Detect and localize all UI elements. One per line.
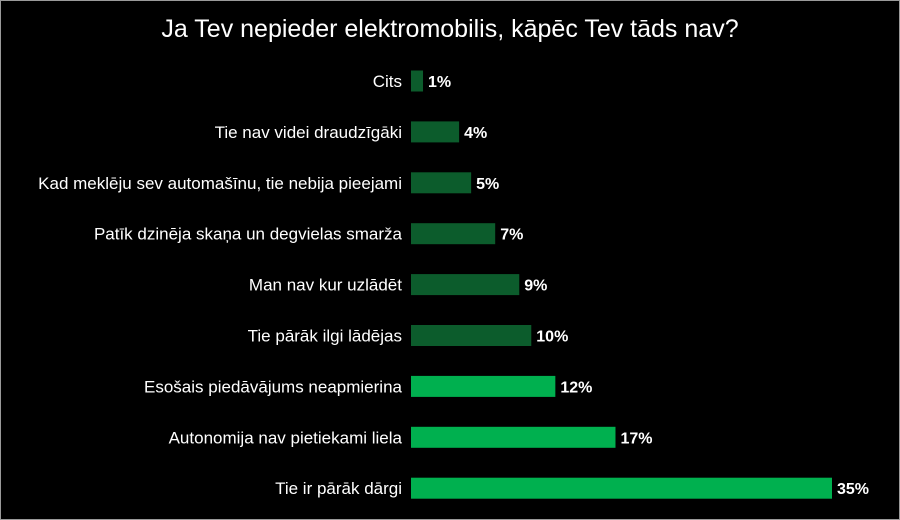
value-label: 5% bbox=[476, 176, 499, 193]
bar bbox=[411, 274, 520, 296]
value-label: 10% bbox=[536, 329, 568, 346]
value-label: 12% bbox=[560, 379, 592, 396]
chart-title: Ja Tev nepieder elektromobilis, kāpēc Te… bbox=[161, 15, 739, 43]
bar bbox=[411, 375, 556, 397]
category-label: Tie nav videi draudzīgāki bbox=[215, 123, 402, 142]
value-label: 9% bbox=[524, 278, 547, 295]
category-label: Tie pārāk ilgi lādējas bbox=[248, 327, 402, 346]
bar bbox=[411, 172, 472, 194]
bar bbox=[411, 223, 496, 245]
bar bbox=[411, 426, 616, 448]
bar bbox=[411, 121, 460, 143]
bar bbox=[411, 70, 424, 92]
category-label: Tie ir pārāk dārgi bbox=[275, 479, 402, 498]
category-label: Cits bbox=[373, 72, 402, 91]
value-label: 1% bbox=[428, 74, 451, 91]
bar bbox=[411, 325, 532, 346]
category-label: Man nav kur uzlādēt bbox=[249, 276, 402, 295]
value-label: 4% bbox=[464, 125, 487, 142]
value-label: 7% bbox=[500, 227, 523, 244]
value-label: 17% bbox=[620, 430, 652, 447]
category-label: Esošais piedāvājums neapmierina bbox=[144, 377, 403, 396]
category-label: Patīk dzinēja skaņa un degvielas smarža bbox=[94, 225, 403, 244]
category-label: Autonomija nav pietiekami liela bbox=[169, 428, 403, 447]
category-label: Kad meklēju sev automašīnu, tie nebija p… bbox=[38, 174, 402, 193]
bar bbox=[411, 477, 832, 499]
value-label: 35% bbox=[837, 481, 869, 498]
